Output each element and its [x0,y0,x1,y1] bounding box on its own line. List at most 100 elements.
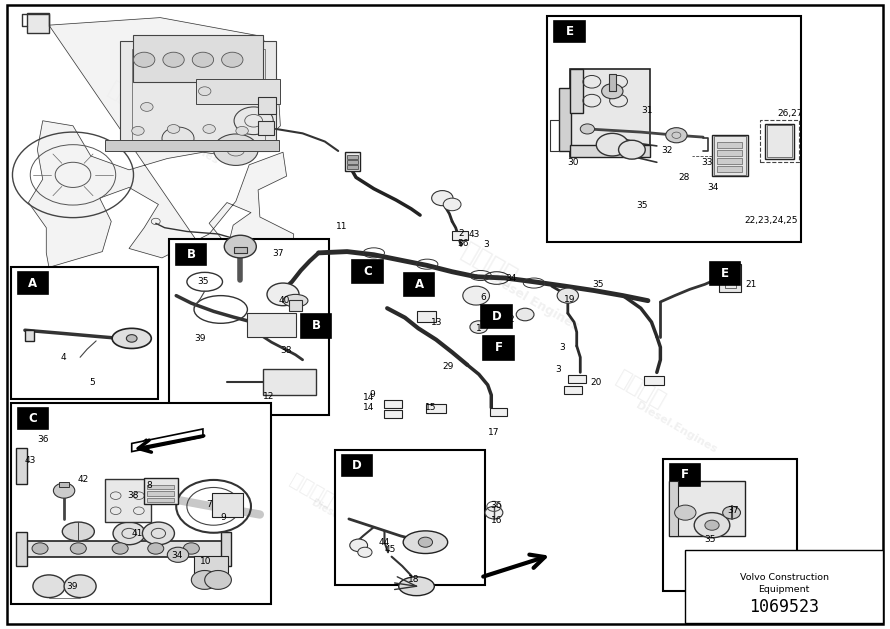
Bar [147,498,174,502]
Bar [760,120,799,162]
Bar [717,150,742,156]
Bar [59,482,69,487]
Circle shape [418,537,433,547]
Bar [169,239,329,415]
Text: 15: 15 [425,403,436,412]
Bar [347,160,358,164]
Text: 柴发动力: 柴发动力 [612,368,669,412]
Text: F: F [495,342,502,354]
Bar [132,49,265,143]
Circle shape [214,134,258,165]
Circle shape [619,140,645,159]
Circle shape [33,575,65,598]
Ellipse shape [62,522,94,541]
Text: 11: 11 [336,222,348,231]
Circle shape [205,571,231,589]
Ellipse shape [399,577,434,596]
Text: F: F [682,469,689,481]
Circle shape [162,127,194,150]
Text: 3: 3 [559,343,564,352]
Bar [18,541,223,557]
Bar [345,152,360,171]
Text: 18: 18 [408,576,419,584]
Circle shape [470,321,488,333]
Circle shape [198,87,211,96]
Bar [717,142,742,148]
Text: 42: 42 [77,475,89,484]
Text: Diesel.Engines: Diesel.Engines [635,401,718,455]
Bar [176,244,206,265]
Bar [490,408,507,416]
Text: 34: 34 [703,560,715,569]
Circle shape [236,126,248,135]
Circle shape [666,128,687,143]
Circle shape [132,126,144,135]
Text: 43: 43 [25,456,36,465]
Bar [147,491,174,496]
Bar [426,404,446,413]
Text: 29: 29 [442,362,454,370]
Circle shape [167,125,180,133]
Circle shape [141,103,153,111]
Circle shape [516,308,534,321]
Text: 9: 9 [221,513,226,521]
Bar [27,13,49,33]
Bar [568,374,586,382]
Bar [134,35,263,82]
Bar [570,145,650,157]
Bar [16,532,27,566]
Text: 31: 31 [641,106,652,114]
Text: A: A [415,278,424,291]
Text: 7: 7 [206,500,212,509]
Text: 43: 43 [468,230,480,239]
Text: 5: 5 [89,378,94,387]
Text: 36: 36 [37,435,49,443]
Bar [609,74,616,91]
Bar [481,304,512,328]
Circle shape [580,124,595,134]
Polygon shape [28,18,294,267]
Bar [452,231,468,240]
Bar [712,135,748,176]
Circle shape [234,107,273,135]
Bar [335,450,485,585]
Circle shape [596,133,628,156]
Bar [570,69,650,157]
Bar [663,459,797,591]
Text: 38: 38 [127,491,139,500]
Circle shape [70,543,86,554]
Bar [685,550,883,623]
Bar [247,313,296,337]
Circle shape [705,520,719,530]
Bar [147,485,174,489]
Circle shape [694,513,730,538]
Text: 34: 34 [708,183,719,192]
Text: 13: 13 [431,318,442,326]
Circle shape [224,235,256,258]
Text: 2: 2 [508,315,514,324]
Bar [105,479,151,522]
Text: 柴发动力: 柴发动力 [457,239,522,289]
Bar [11,267,158,399]
Bar [564,386,582,394]
Circle shape [113,522,145,545]
Text: 26,27: 26,27 [777,109,803,118]
Text: Equipment: Equipment [758,585,810,594]
Text: 柴发动力: 柴发动力 [49,309,93,345]
Bar [212,493,243,517]
Bar [11,403,271,604]
Circle shape [134,52,155,67]
Bar [263,369,316,395]
Circle shape [126,335,137,342]
Text: B: B [187,248,196,261]
Circle shape [485,506,503,519]
Text: 柴发动力: 柴发动力 [708,159,752,194]
Text: C: C [28,412,37,425]
Text: 36: 36 [457,239,469,248]
Bar [644,376,664,385]
Bar [196,79,280,104]
Text: 35: 35 [593,280,604,289]
Circle shape [112,543,128,554]
Bar [301,314,331,338]
Bar [701,552,726,565]
